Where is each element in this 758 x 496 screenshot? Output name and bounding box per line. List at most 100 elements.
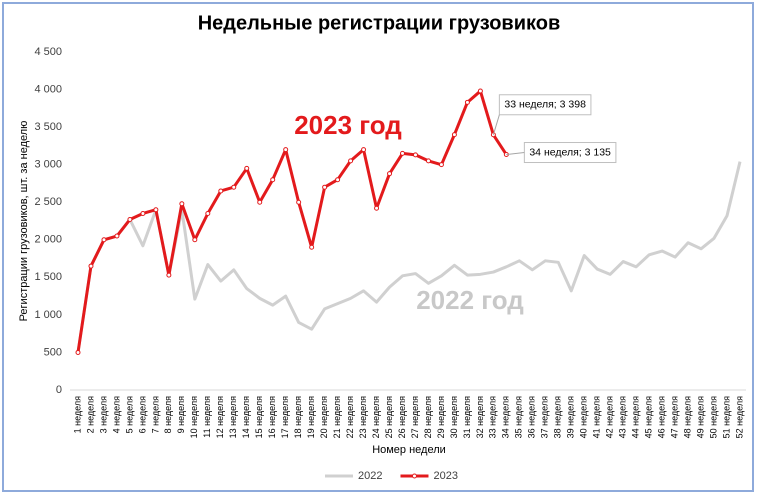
x-tick-label: 5 неделя: [124, 396, 134, 433]
point: [218, 188, 224, 194]
point: [296, 199, 302, 205]
point: [438, 162, 444, 168]
x-tick-label: 2 неделя: [85, 396, 95, 433]
x-tick-label: 33 неделя: [488, 396, 498, 438]
x-tick-label: 34 неделя: [501, 396, 511, 438]
x-tick-label: 11 неделя: [202, 396, 212, 438]
point: [387, 171, 393, 177]
x-tick-label: 40 неделя: [579, 396, 589, 438]
point: [257, 199, 263, 205]
y-tick-label: 0: [56, 384, 62, 396]
point: [166, 272, 172, 278]
y-tick-label: 1 500: [34, 271, 62, 283]
point: [283, 147, 289, 153]
x-tick-label: 52 неделя: [734, 396, 744, 438]
x-tick-label: 21 неделя: [332, 396, 342, 438]
y-tick-label: 3 000: [34, 159, 62, 171]
point: [464, 99, 470, 105]
x-tick-label: 7 неделя: [150, 396, 160, 433]
x-tick-label: 47 неделя: [669, 396, 679, 438]
x-tick-label: 23 неделя: [358, 396, 368, 438]
point: [348, 158, 354, 164]
point: [270, 177, 276, 183]
point: [361, 147, 367, 153]
x-tick-label: 3 неделя: [98, 396, 108, 433]
x-tick-label: 15 неделя: [254, 396, 264, 438]
x-tick-label: 26 неделя: [397, 396, 407, 438]
data-label: 34 неделя; 3 135: [529, 146, 611, 158]
x-tick-label: 4 неделя: [111, 396, 121, 433]
x-tick-label: 39 неделя: [566, 396, 576, 438]
y-tick-label: 3 500: [34, 121, 62, 133]
x-tick-label: 17 неделя: [280, 396, 290, 438]
annotation: 2023 год: [294, 110, 402, 140]
x-tick-label: 9 неделя: [176, 396, 186, 433]
point: [88, 263, 94, 269]
x-tick-label: 41 неделя: [592, 396, 602, 438]
data-label: 33 неделя; 3 398: [504, 99, 586, 111]
x-axis-label: Номер недели: [372, 444, 446, 456]
leader-line: [506, 152, 525, 156]
legend-label: 2022: [358, 470, 382, 482]
point: [179, 201, 185, 207]
legend-label: 2023: [433, 470, 457, 482]
y-tick-label: 4 500: [34, 46, 62, 58]
y-axis-label: Регистрации грузовиков, шт. за неделю: [18, 121, 30, 322]
x-tick-label: 35 неделя: [514, 396, 524, 438]
point: [153, 207, 159, 213]
x-tick-label: 22 неделя: [345, 396, 355, 438]
x-tick-label: 25 неделя: [384, 396, 394, 438]
point: [374, 205, 380, 211]
point: [451, 132, 457, 138]
x-tick-label: 31 неделя: [462, 396, 472, 438]
x-tick-label: 30 неделя: [449, 396, 459, 438]
x-tick-label: 43 неделя: [618, 396, 628, 438]
x-tick-label: 16 неделя: [267, 396, 277, 438]
x-tick-label: 14 неделя: [241, 396, 251, 438]
point: [425, 158, 431, 164]
point: [231, 184, 237, 190]
chart-title: Недельные регистрации грузовиков: [198, 12, 561, 34]
point: [114, 233, 120, 239]
callout: 34 неделя; 3 135: [506, 142, 617, 164]
x-tick-label: 44 неделя: [631, 396, 641, 438]
series-line: [76, 89, 508, 353]
point: [101, 237, 107, 243]
point: [322, 184, 328, 190]
point: [477, 88, 483, 94]
x-tick-label: 42 неделя: [605, 396, 615, 438]
point: [335, 177, 341, 183]
y-tick-label: 500: [44, 346, 62, 358]
x-tick-label: 8 неделя: [163, 396, 173, 433]
x-tick-label: 49 неделя: [695, 396, 705, 438]
y-tick-label: 4 000: [34, 83, 62, 95]
point: [205, 210, 211, 216]
x-tick-label: 18 неделя: [293, 396, 303, 438]
x-tick-label: 50 неделя: [708, 396, 718, 438]
annotation: 2022 год: [416, 285, 524, 315]
callout-box: [498, 94, 592, 116]
x-tick-label: 20 неделя: [319, 396, 329, 438]
y-tick-label: 1 000: [34, 309, 62, 321]
callout: 33 неделя; 3 398: [492, 94, 592, 135]
x-tick-label: 45 неделя: [644, 396, 654, 438]
point: [127, 216, 133, 222]
point: [192, 237, 198, 243]
x-tick-label: 37 неделя: [540, 396, 550, 438]
leader-line: [492, 114, 500, 135]
x-tick-label: 48 неделя: [682, 396, 692, 438]
legend-marker: [411, 473, 417, 479]
x-tick-label: 36 неделя: [527, 396, 537, 438]
series-line: [76, 161, 742, 353]
x-tick-label: 6 неделя: [137, 396, 147, 433]
x-tick-label: 1 неделя: [72, 396, 82, 433]
point: [140, 210, 146, 216]
x-tick-label: 10 неделя: [189, 396, 199, 438]
x-tick-label: 28 неделя: [423, 396, 433, 438]
x-tick-label: 13 неделя: [228, 396, 238, 438]
x-tick-label: 51 неделя: [721, 396, 731, 438]
x-tick-label: 19 неделя: [306, 396, 316, 438]
